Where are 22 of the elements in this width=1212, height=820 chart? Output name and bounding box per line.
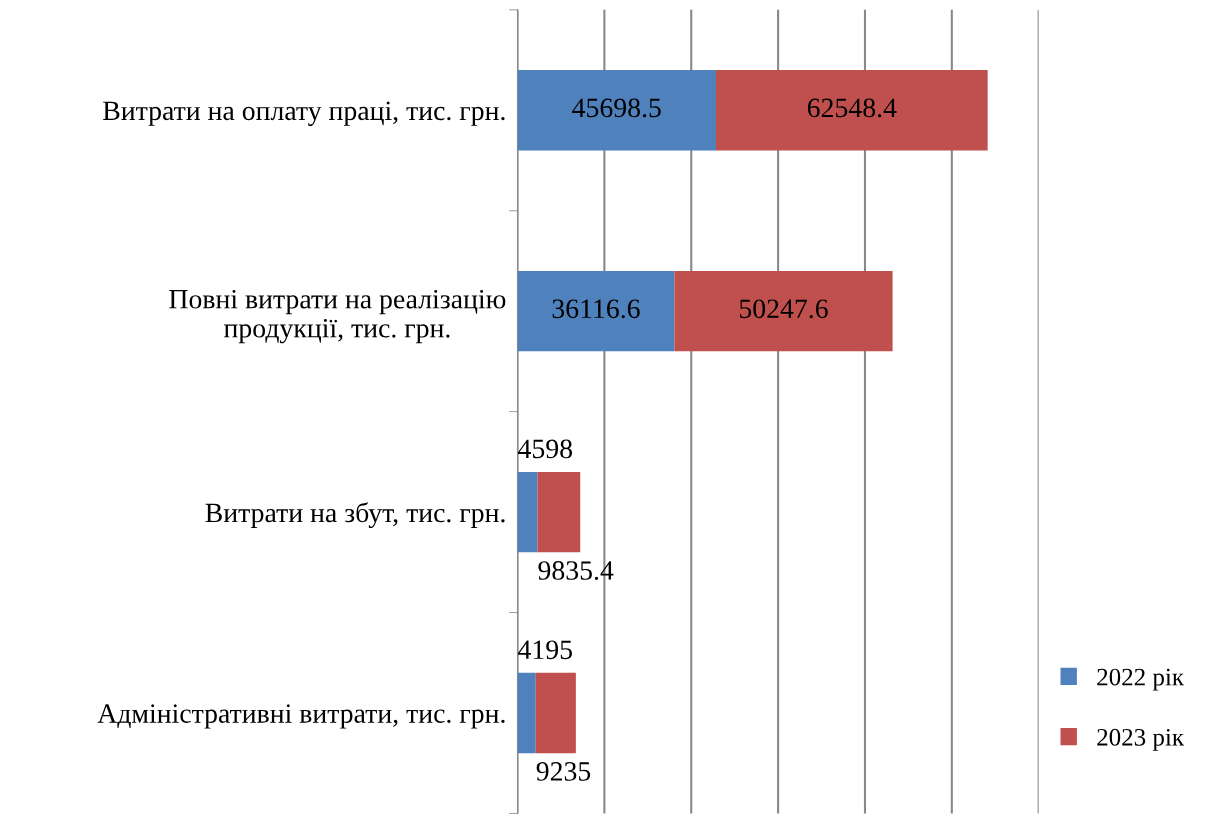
bar [715, 70, 988, 151]
data-label: 4195 [518, 640, 572, 660]
data-label: 62548.4 [807, 98, 897, 118]
y-tick-label: Витрати на оплату праці, тис. грн. [103, 101, 505, 126]
bar [674, 271, 893, 352]
y-tick-label: Адміністративні витрати, тис. грн. [97, 704, 505, 729]
bar [517, 471, 538, 553]
y-tick-label: Витрати на збут, тис. грн. [205, 502, 505, 529]
data-label: 9235 [536, 762, 591, 781]
legend-label: 2022 рік [1097, 668, 1185, 691]
bar [517, 672, 536, 754]
bar [537, 471, 581, 553]
bar [535, 672, 576, 754]
data-label: 9835.4 [538, 561, 614, 580]
data-label: 50247.6 [739, 299, 828, 319]
bar [517, 271, 675, 352]
legend-label: 2023 рік [1097, 728, 1185, 751]
bar [517, 70, 716, 151]
data-label: 36116.6 [552, 299, 640, 319]
data-label: 4598 [518, 439, 573, 459]
y-tick-label: Повні витрати на реалізацію продукції, тис. грн. [169, 289, 506, 344]
data-label: 45698.5 [572, 98, 661, 118]
